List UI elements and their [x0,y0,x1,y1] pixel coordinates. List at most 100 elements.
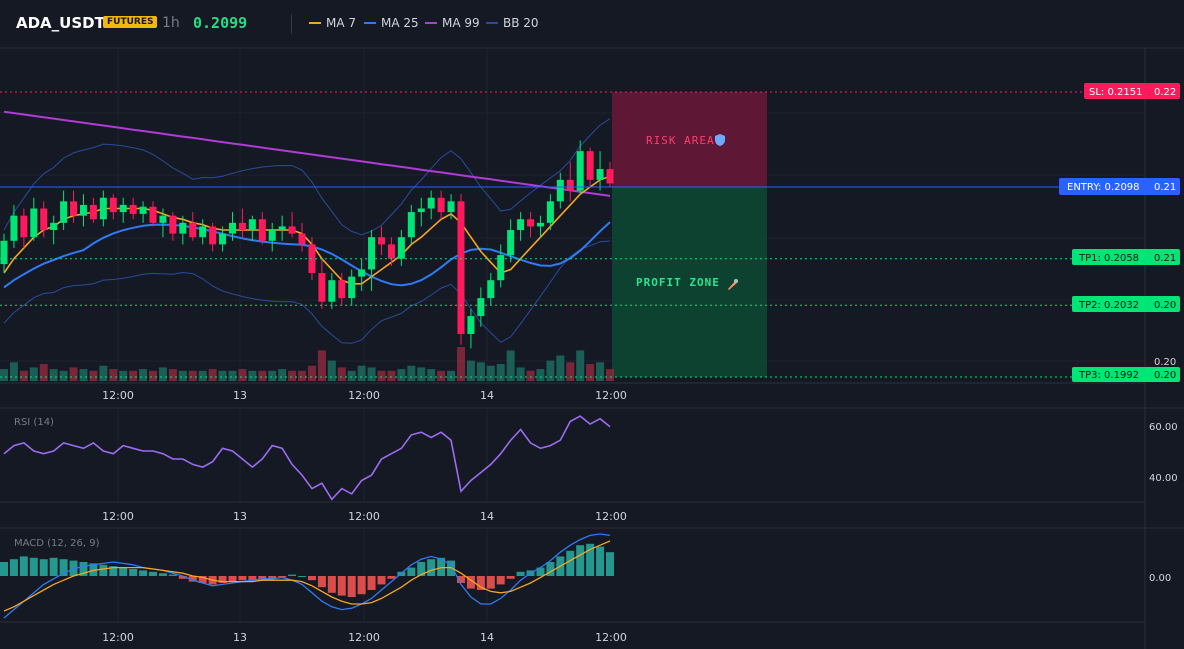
candle-body [60,201,68,223]
macd-histogram-bar [29,557,38,576]
macd-histogram-bar [337,576,346,596]
macd-histogram-bar [198,576,207,583]
macd-histogram-bar [387,576,396,579]
bb20-swatch [486,22,498,24]
candle-body [20,215,28,238]
macd-histogram-bar [89,563,98,576]
macd-histogram-bar [9,559,18,576]
candle-body [238,222,246,231]
rsi-path [3,415,611,501]
entry-axis-text: 0.21 [1154,182,1176,193]
candle-body [546,201,554,223]
candle-body [378,237,386,245]
candle-body [338,280,346,299]
volume-bar [506,350,515,381]
rsi-x-tick: 12:00 [102,510,134,523]
candle-body [248,219,256,231]
macd-histogram-bar [248,576,257,581]
timeframe-label[interactable]: 1h [162,15,180,31]
volume-bar [417,367,426,381]
volume-bar [447,370,456,381]
volume-bar [268,370,277,381]
macd-histogram-bar [119,567,128,576]
macd-x-tick: 12:00 [595,631,627,644]
risk-area-label: RISK AREA [646,134,715,147]
candle-body [566,179,574,191]
volume-bar [586,364,595,381]
candle-body [199,226,207,238]
candle-body [149,206,157,223]
rsi-tick-40: 40.00 [1149,473,1178,484]
risk-area-zone [612,92,767,187]
volume-bar [238,369,247,381]
volume-bar [69,367,78,381]
macd-x-tick: 14 [480,631,494,644]
volume-bar [526,370,535,381]
sl-tag: SL: 0.2151 0.22 [1084,83,1180,99]
macd-x-tick: 13 [233,631,247,644]
macd-histogram-bar [437,557,446,576]
candle-body [79,204,87,216]
symbol-title[interactable]: ADA_USDT [16,14,105,32]
macd-histogram-bar [307,576,316,581]
volume-bar [337,367,346,381]
candle-body [517,219,525,231]
macd-histogram-bar [49,557,58,576]
macd-histogram-bar [109,566,118,576]
candle-body [278,226,286,231]
rsi-tick-60: 60.00 [1149,422,1178,433]
candle-body [417,208,425,213]
tp2-axis-text: 0.20 [1154,300,1176,311]
volume-bar [596,362,605,381]
macd-histogram-bar [546,562,555,576]
candle-body [99,197,107,220]
volume-bar [327,360,336,381]
volume-bar [298,370,307,381]
volume-bar [49,369,58,381]
volume-bar [99,365,108,381]
candle-body [457,201,465,334]
macd-histogram-bar [327,576,336,593]
ma25-line [3,221,611,289]
volume-bar [536,369,545,381]
entry-tag: ENTRY: 0.2098 0.21 [1059,178,1180,195]
candle-body [368,237,376,270]
legend-ma99-label: MA 99 [442,16,480,30]
macd-histogram-bar [417,562,426,576]
candle-body [407,212,415,238]
volume-bar [476,362,485,381]
candle-body [30,208,38,238]
candle-body [487,280,495,299]
legend-ma25[interactable]: MA 25 [364,16,419,30]
volume-bar [357,365,366,381]
chart-header: ADA_USDT FUTURES 1h 0.2099 MA 7 MA 25 MA… [0,0,1184,48]
macd-histogram-bar [19,556,28,576]
macd-histogram-bar [357,576,366,595]
macd-histogram-bar [278,576,287,578]
macd-histogram-bar [218,576,227,583]
legend-ma7[interactable]: MA 7 [309,16,356,30]
macd-histogram-bar [238,576,247,581]
volume-bar [466,360,475,381]
legend-bb20[interactable]: BB 20 [486,16,539,30]
x-tick-label: 12:00 [348,389,380,402]
tp2-tag-text: TP2: 0.2032 [1078,300,1139,311]
volume-bar [456,347,465,381]
macd-histogram-bar [79,562,88,576]
candle-body [477,298,485,317]
candle-body [467,316,475,334]
candle-body [576,151,584,191]
rsi-x-tick: 14 [480,510,494,523]
macd-histogram-bar [178,576,187,579]
sl-tag-text: SL: 0.2151 [1089,87,1142,98]
macd-histogram-bar [99,564,108,576]
volume-bar [258,370,267,381]
legend-ma99[interactable]: MA 99 [425,16,480,30]
bollinger-bands [3,118,611,344]
macd-histogram-bar [606,552,614,576]
volume-bar [119,370,128,381]
rocket-icon [728,279,738,290]
volume-bar [397,369,406,381]
macd-histogram-bar [466,576,475,589]
